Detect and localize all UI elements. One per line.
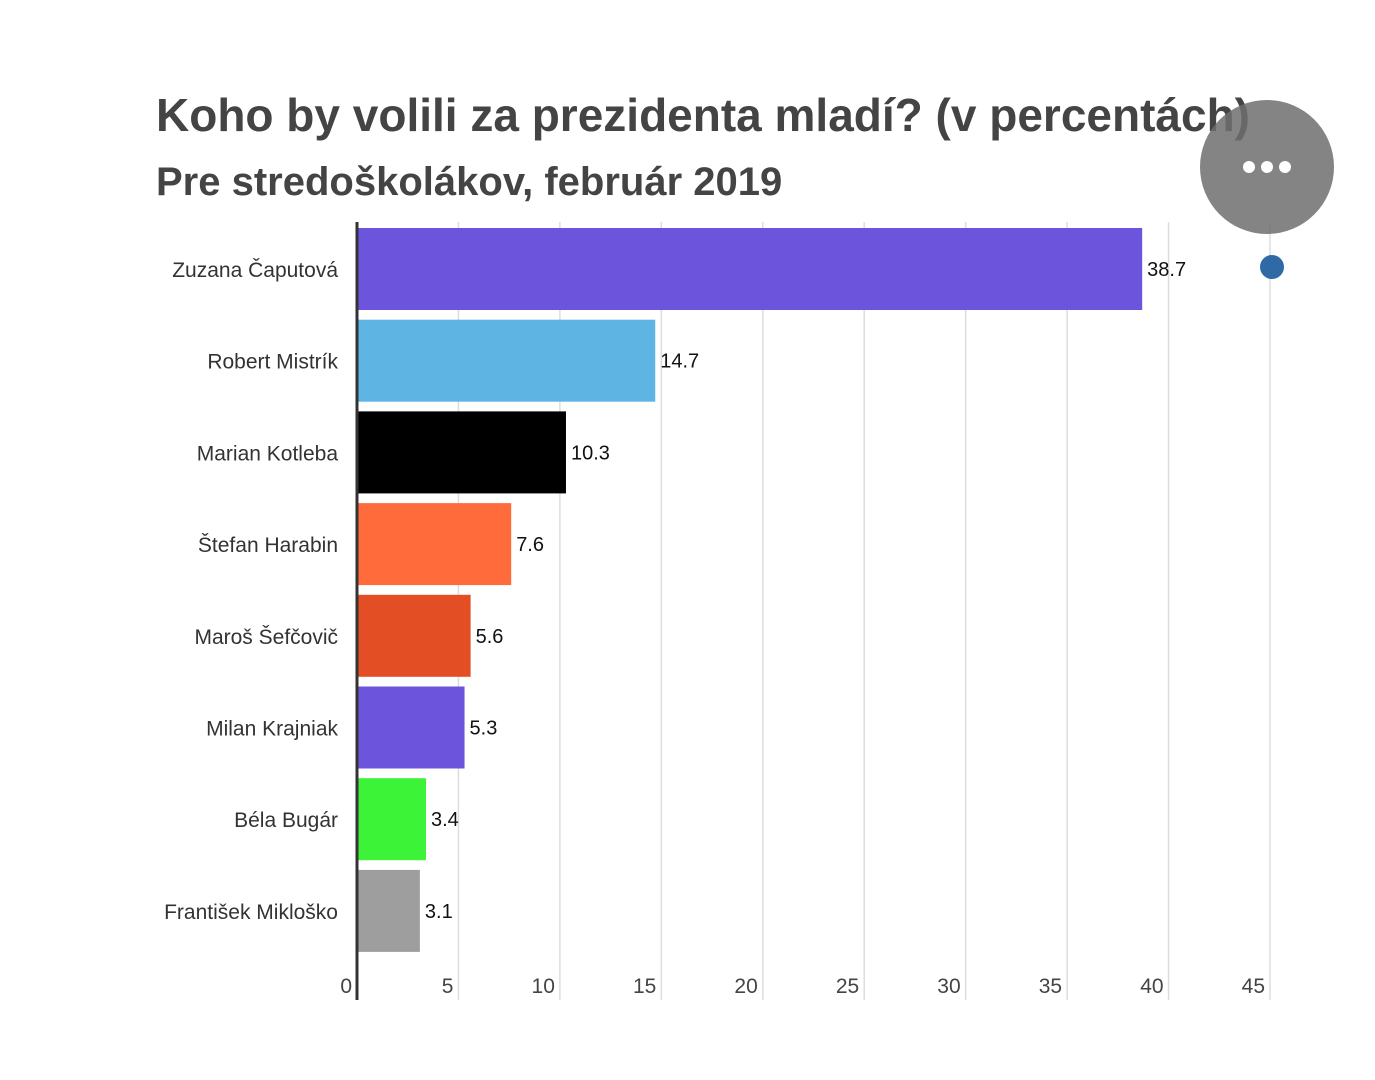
category-label: Maroš Šefčovič xyxy=(194,626,338,649)
x-tick-label: 35 xyxy=(1039,975,1062,998)
category-label: Béla Bugár xyxy=(234,809,338,832)
more-horizontal-icon xyxy=(1243,161,1255,173)
x-tick-label: 25 xyxy=(836,975,859,998)
bar xyxy=(358,411,566,494)
bar xyxy=(358,778,426,861)
category-label: Robert Mistrík xyxy=(207,351,338,374)
more-horizontal-icon-dot xyxy=(1279,161,1291,173)
x-tick-label: 30 xyxy=(937,975,960,998)
chart-title: Koho by volili za prezidenta mladí? (v p… xyxy=(156,89,1250,141)
x-tick-label: 0 xyxy=(340,975,352,998)
x-tick-label: 5 xyxy=(442,975,454,998)
value-label: 38.7 xyxy=(1147,259,1186,281)
bar xyxy=(358,319,656,402)
indicator-dot[interactable] xyxy=(1260,255,1284,279)
x-tick-label: 40 xyxy=(1140,975,1163,998)
more-options-button[interactable] xyxy=(1200,100,1334,234)
bar xyxy=(358,503,512,586)
value-label: 3.1 xyxy=(425,901,453,923)
x-tick-label: 45 xyxy=(1242,975,1265,998)
bar xyxy=(358,686,465,769)
category-label: František Mikloško xyxy=(164,901,338,924)
x-tick-label: 10 xyxy=(532,975,555,998)
value-label: 5.6 xyxy=(476,626,504,648)
bar xyxy=(358,594,471,677)
x-tick-label: 20 xyxy=(734,975,757,998)
value-label: 14.7 xyxy=(660,351,699,373)
category-label: Zuzana Čaputová xyxy=(172,259,338,282)
value-label: 3.4 xyxy=(431,809,459,831)
category-label: Štefan Harabin xyxy=(198,534,338,557)
value-label: 10.3 xyxy=(571,442,610,464)
value-label: 7.6 xyxy=(516,534,544,556)
more-horizontal-icon-dot xyxy=(1261,161,1273,173)
chart-subtitle: Pre stredoškolákov, február 2019 xyxy=(156,160,783,204)
category-label: Marian Kotleba xyxy=(197,442,339,465)
bar xyxy=(358,228,1143,310)
category-label: Milan Krajniak xyxy=(206,718,338,741)
x-tick-label: 15 xyxy=(633,975,656,998)
value-label: 5.3 xyxy=(470,718,498,740)
bar xyxy=(358,869,420,952)
